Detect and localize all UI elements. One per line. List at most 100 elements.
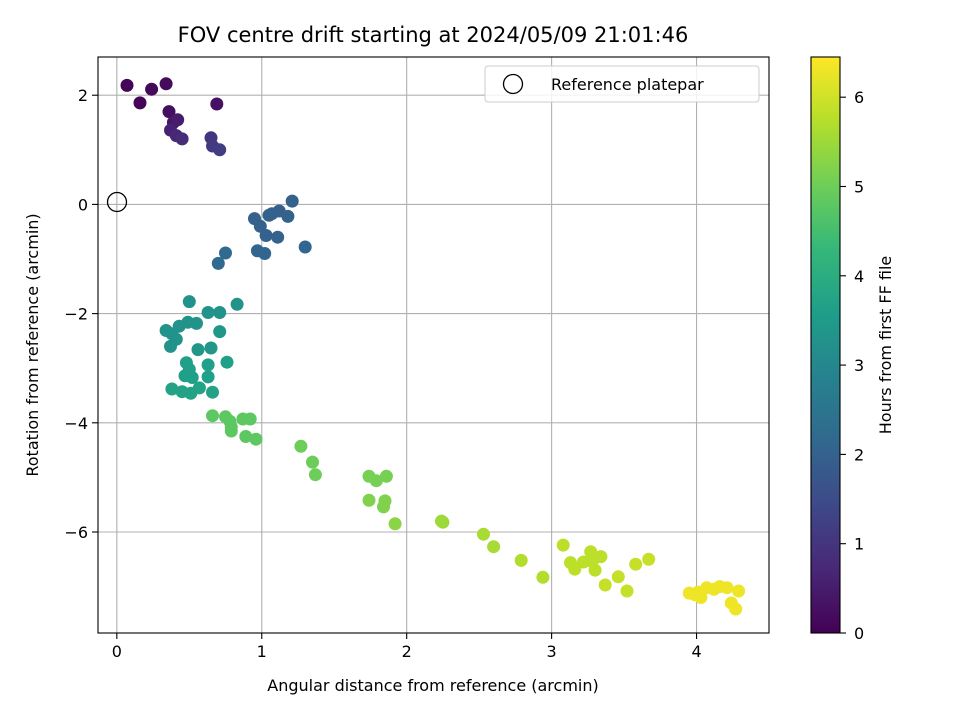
colorbar-frame — [810, 56, 841, 634]
data-point — [190, 316, 203, 330]
data-point — [720, 581, 734, 595]
data-point — [249, 432, 263, 446]
data-point — [298, 240, 312, 254]
colorbar-tick-label: 4 — [854, 267, 864, 286]
colorbar-tick-label: 2 — [854, 445, 864, 464]
x-tick-label: 2 — [402, 642, 412, 661]
colorbar-tick-label: 5 — [854, 177, 864, 196]
data-point — [588, 563, 602, 577]
data-point — [620, 584, 634, 598]
data-point — [308, 468, 322, 482]
y-tick-label: −6 — [64, 523, 88, 542]
data-point — [171, 113, 185, 127]
data-point — [206, 385, 219, 399]
y-tick-label: −2 — [64, 305, 88, 324]
data-point — [230, 297, 244, 311]
data-point — [611, 570, 625, 584]
data-point — [377, 500, 390, 514]
data-point — [642, 552, 656, 566]
legend: Reference platepar — [484, 65, 760, 103]
data-point — [487, 540, 501, 554]
data-point — [206, 409, 219, 423]
data-point — [210, 97, 224, 111]
data-point — [694, 591, 708, 604]
data-point — [379, 469, 393, 483]
data-point — [224, 424, 238, 438]
y-tick-label: 0 — [78, 195, 88, 214]
x-tick-label: 0 — [112, 642, 122, 661]
x-tick-label: 1 — [257, 642, 267, 661]
data-point — [369, 474, 383, 488]
data-point — [362, 493, 376, 507]
data-point — [436, 515, 450, 529]
data-point — [213, 143, 227, 157]
legend-reference-marker — [502, 73, 524, 95]
data-point — [201, 306, 215, 319]
data-point — [629, 557, 643, 571]
colorbar-tick-label: 1 — [854, 535, 864, 554]
data-point — [175, 132, 189, 146]
data-point — [219, 246, 232, 260]
data-point — [191, 343, 205, 357]
data-point — [185, 371, 199, 384]
data-point — [211, 256, 225, 270]
data-point — [182, 295, 196, 309]
data-point — [568, 562, 582, 576]
colorbar-tick-label: 6 — [854, 88, 864, 107]
data-point — [294, 439, 308, 453]
plot-frame — [97, 56, 770, 634]
data-point — [213, 325, 227, 339]
data-point — [536, 570, 550, 584]
data-point — [201, 358, 215, 372]
data-point — [213, 306, 227, 319]
chart-title: FOV centre drift starting at 2024/05/09 … — [178, 23, 689, 47]
data-point — [732, 584, 746, 598]
y-tick-label: 2 — [78, 86, 88, 105]
data-point — [271, 230, 285, 244]
data-point — [184, 386, 198, 400]
colorbar-gradient — [811, 57, 840, 633]
data-point — [162, 105, 176, 119]
colorbar-tick-label: 0 — [854, 624, 864, 643]
data-point — [477, 527, 490, 541]
colorbar-tick-label: 3 — [854, 356, 864, 375]
data-point — [164, 339, 177, 353]
x-tick-label: 4 — [691, 642, 701, 661]
data-point — [220, 355, 234, 369]
data-point — [159, 77, 173, 91]
legend-box — [484, 65, 760, 103]
data-point — [285, 194, 299, 208]
data-point — [133, 96, 147, 110]
data-point — [729, 602, 743, 616]
y-axis: 2 0 −2 −4 −6 — [64, 86, 98, 542]
data-point — [556, 538, 570, 552]
y-axis-label: Rotation from reference (arcmin) — [23, 213, 42, 476]
data-point — [262, 208, 276, 222]
data-point — [598, 578, 612, 592]
grid — [98, 57, 769, 633]
data-point — [239, 430, 253, 443]
x-axis: 0 1 2 3 4 — [112, 633, 702, 661]
reference-marker — [106, 191, 128, 213]
data-point — [306, 455, 319, 469]
data-point — [201, 370, 215, 384]
data-point — [514, 553, 528, 567]
data-point — [120, 78, 134, 92]
data-point — [243, 412, 257, 426]
colorbar-ticks: 0 1 2 3 4 5 6 — [840, 88, 864, 643]
data-point — [388, 517, 402, 531]
colorbar: 0 1 2 3 4 5 6 Hours from first FF file — [810, 56, 895, 643]
data-point — [145, 82, 159, 96]
data-point — [584, 545, 598, 559]
legend-entry-reference: Reference platepar — [551, 75, 704, 94]
data-point — [204, 341, 218, 355]
x-tick-label: 3 — [547, 642, 557, 661]
data-point — [259, 229, 273, 242]
data-points — [120, 77, 746, 616]
colorbar-label: Hours from first FF file — [876, 256, 895, 435]
y-tick-label: −4 — [64, 414, 88, 433]
x-axis-label: Angular distance from reference (arcmin) — [267, 676, 598, 695]
data-point — [594, 550, 608, 564]
data-point — [258, 247, 272, 260]
